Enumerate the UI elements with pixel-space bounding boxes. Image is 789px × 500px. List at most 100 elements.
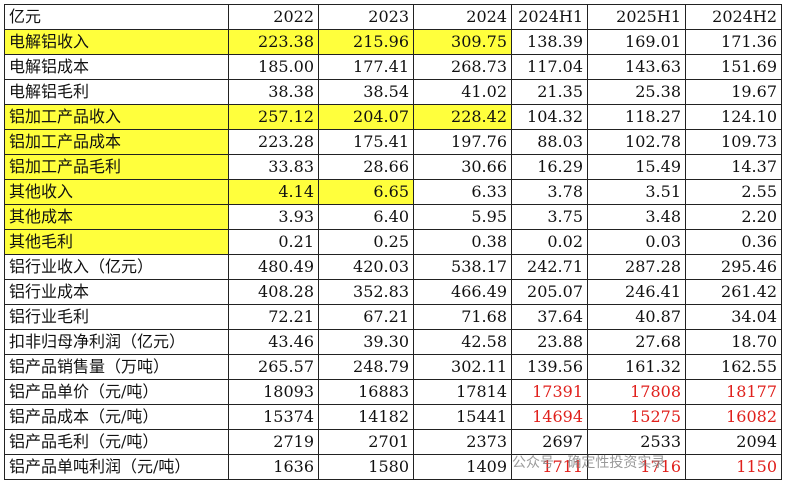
table-cell: 18093 [228,379,319,405]
table-cell: 17814 [413,379,512,405]
table-cell: 0.03 [587,229,686,255]
table-cell: 14694 [511,404,588,430]
table-cell: 2533 [587,429,686,455]
table-row: 扣非归母净利润（亿元） 43.46 39.30 42.58 23.88 27.68 18.7… [4,329,782,355]
table-row: 铝行业成本 408.28 352.83 466.49 205.07 246.41 261.4… [4,279,782,305]
table-cell: 2373 [413,429,512,455]
table-cell: 295.46 [685,254,782,280]
table-cell: 480.49 [228,254,319,280]
table-cell: 34.04 [685,304,782,330]
table-cell: 261.42 [685,279,782,305]
column-header: 2024H1 [511,4,588,30]
table-cell: 1580 [318,454,414,480]
table-cell: 204.07 [318,104,414,130]
row-label: 其他收入 [4,179,229,205]
table-row: 铝产品成本（元/吨） 15374 14182 15441 14694 15275 16082 [4,404,782,430]
table-cell: 175.41 [318,129,414,155]
table-cell: 17391 [511,379,588,405]
column-header: 2024 [413,4,512,30]
row-label: 铝产品单价（元/吨） [4,379,229,405]
table-cell: 242.71 [511,254,588,280]
table-cell: 287.28 [587,254,686,280]
table-cell: 117.04 [511,54,588,80]
table-cell: 102.78 [587,129,686,155]
table-row: 铝行业收入（亿元） 480.49 420.03 538.17 242.71 287.28 2… [4,254,782,280]
row-label: 铝加工产品毛利 [4,154,229,180]
table-cell: 23.88 [511,329,588,355]
table-cell: 14.37 [685,154,782,180]
table-cell: 3.78 [511,179,588,205]
table-cell: 352.83 [318,279,414,305]
row-label: 铝加工产品成本 [4,129,229,155]
table-cell: 248.79 [318,354,414,380]
row-label: 铝行业成本 [4,279,229,305]
table-cell: 169.01 [587,29,686,55]
table-cell: 309.75 [413,29,512,55]
table-cell: 223.38 [228,29,319,55]
table-cell: 3.93 [228,204,319,230]
table-cell: 71.68 [413,304,512,330]
table-cell: 223.28 [228,129,319,155]
table-row: 电解铝成本 185.00 177.41 268.73 117.04 143.63 151.6… [4,54,782,80]
table-cell: 2697 [511,429,588,455]
row-label: 铝产品单吨利润（元/吨） [4,454,229,480]
table-cell: 15.49 [587,154,686,180]
table-cell: 143.63 [587,54,686,80]
table-cell: 162.55 [685,354,782,380]
table-row: 其他成本 3.93 6.40 5.95 3.75 3.48 2.20 [4,204,782,230]
table-cell: 6.33 [413,179,512,205]
column-header: 2023 [318,4,414,30]
table-cell: 3.48 [587,204,686,230]
table-cell: 6.40 [318,204,414,230]
table-cell: 205.07 [511,279,588,305]
table-cell: 14182 [318,404,414,430]
table-cell: 41.02 [413,79,512,105]
table-cell: 215.96 [318,29,414,55]
table-cell: 138.39 [511,29,588,55]
row-label: 电解铝成本 [4,54,229,80]
table-cell: 16.29 [511,154,588,180]
table-cell: 43.46 [228,329,319,355]
row-label: 铝产品毛利（元/吨） [4,429,229,455]
table-cell: 197.76 [413,129,512,155]
table-cell: 67.21 [318,304,414,330]
table-cell: 16883 [318,379,414,405]
table-cell: 0.02 [511,229,588,255]
row-label: 电解铝毛利 [4,79,229,105]
table-cell: 6.65 [318,179,414,205]
table-cell: 88.03 [511,129,588,155]
table-cell: 118.27 [587,104,686,130]
table-row: 铝产品毛利（元/吨） 2719 2701 2373 2697 2533 2094 [4,429,782,455]
table-cell: 538.17 [413,254,512,280]
table-cell: 27.68 [587,329,686,355]
table-cell: 38.38 [228,79,319,105]
table-row: 其他毛利 0.21 0.25 0.38 0.02 0.03 0.36 [4,229,782,255]
table-cell: 72.21 [228,304,319,330]
table-cell: 0.25 [318,229,414,255]
table-row: 电解铝毛利 38.38 38.54 41.02 21.35 25.38 19.67 [4,79,782,105]
table-cell: 2719 [228,429,319,455]
table-cell: 171.36 [685,29,782,55]
row-label: 其他毛利 [4,229,229,255]
table-row: 铝产品销售量（万吨） 265.57 248.79 302.11 139.56 161.32… [4,354,782,380]
table-cell: 268.73 [413,54,512,80]
table-row: 电解铝收入 223.38 215.96 309.75 138.39 169.01 171.3… [4,29,782,55]
table-cell: 466.49 [413,279,512,305]
table-cell: 104.32 [511,104,588,130]
table-cell: 139.56 [511,354,588,380]
table-cell: 15374 [228,404,319,430]
table-cell: 1636 [228,454,319,480]
table-cell: 15441 [413,404,512,430]
table-cell: 2.55 [685,179,782,205]
table-cell: 265.57 [228,354,319,380]
table-cell: 17808 [587,379,686,405]
table-row: 铝行业毛利 72.21 67.21 71.68 37.64 40.87 34.04 [4,304,782,330]
table-row: 铝产品单吨利润（元/吨） 1636 1580 1409 1711 1716 1150 [4,454,782,480]
table-cell: 151.69 [685,54,782,80]
column-header: 2024H2 [685,4,782,30]
table-cell: 0.21 [228,229,319,255]
table-cell: 5.95 [413,204,512,230]
table-cell: 42.58 [413,329,512,355]
table-cell: 16082 [685,404,782,430]
table-cell: 40.87 [587,304,686,330]
